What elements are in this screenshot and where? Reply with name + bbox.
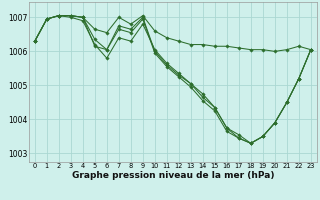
X-axis label: Graphe pression niveau de la mer (hPa): Graphe pression niveau de la mer (hPa) bbox=[72, 171, 274, 180]
